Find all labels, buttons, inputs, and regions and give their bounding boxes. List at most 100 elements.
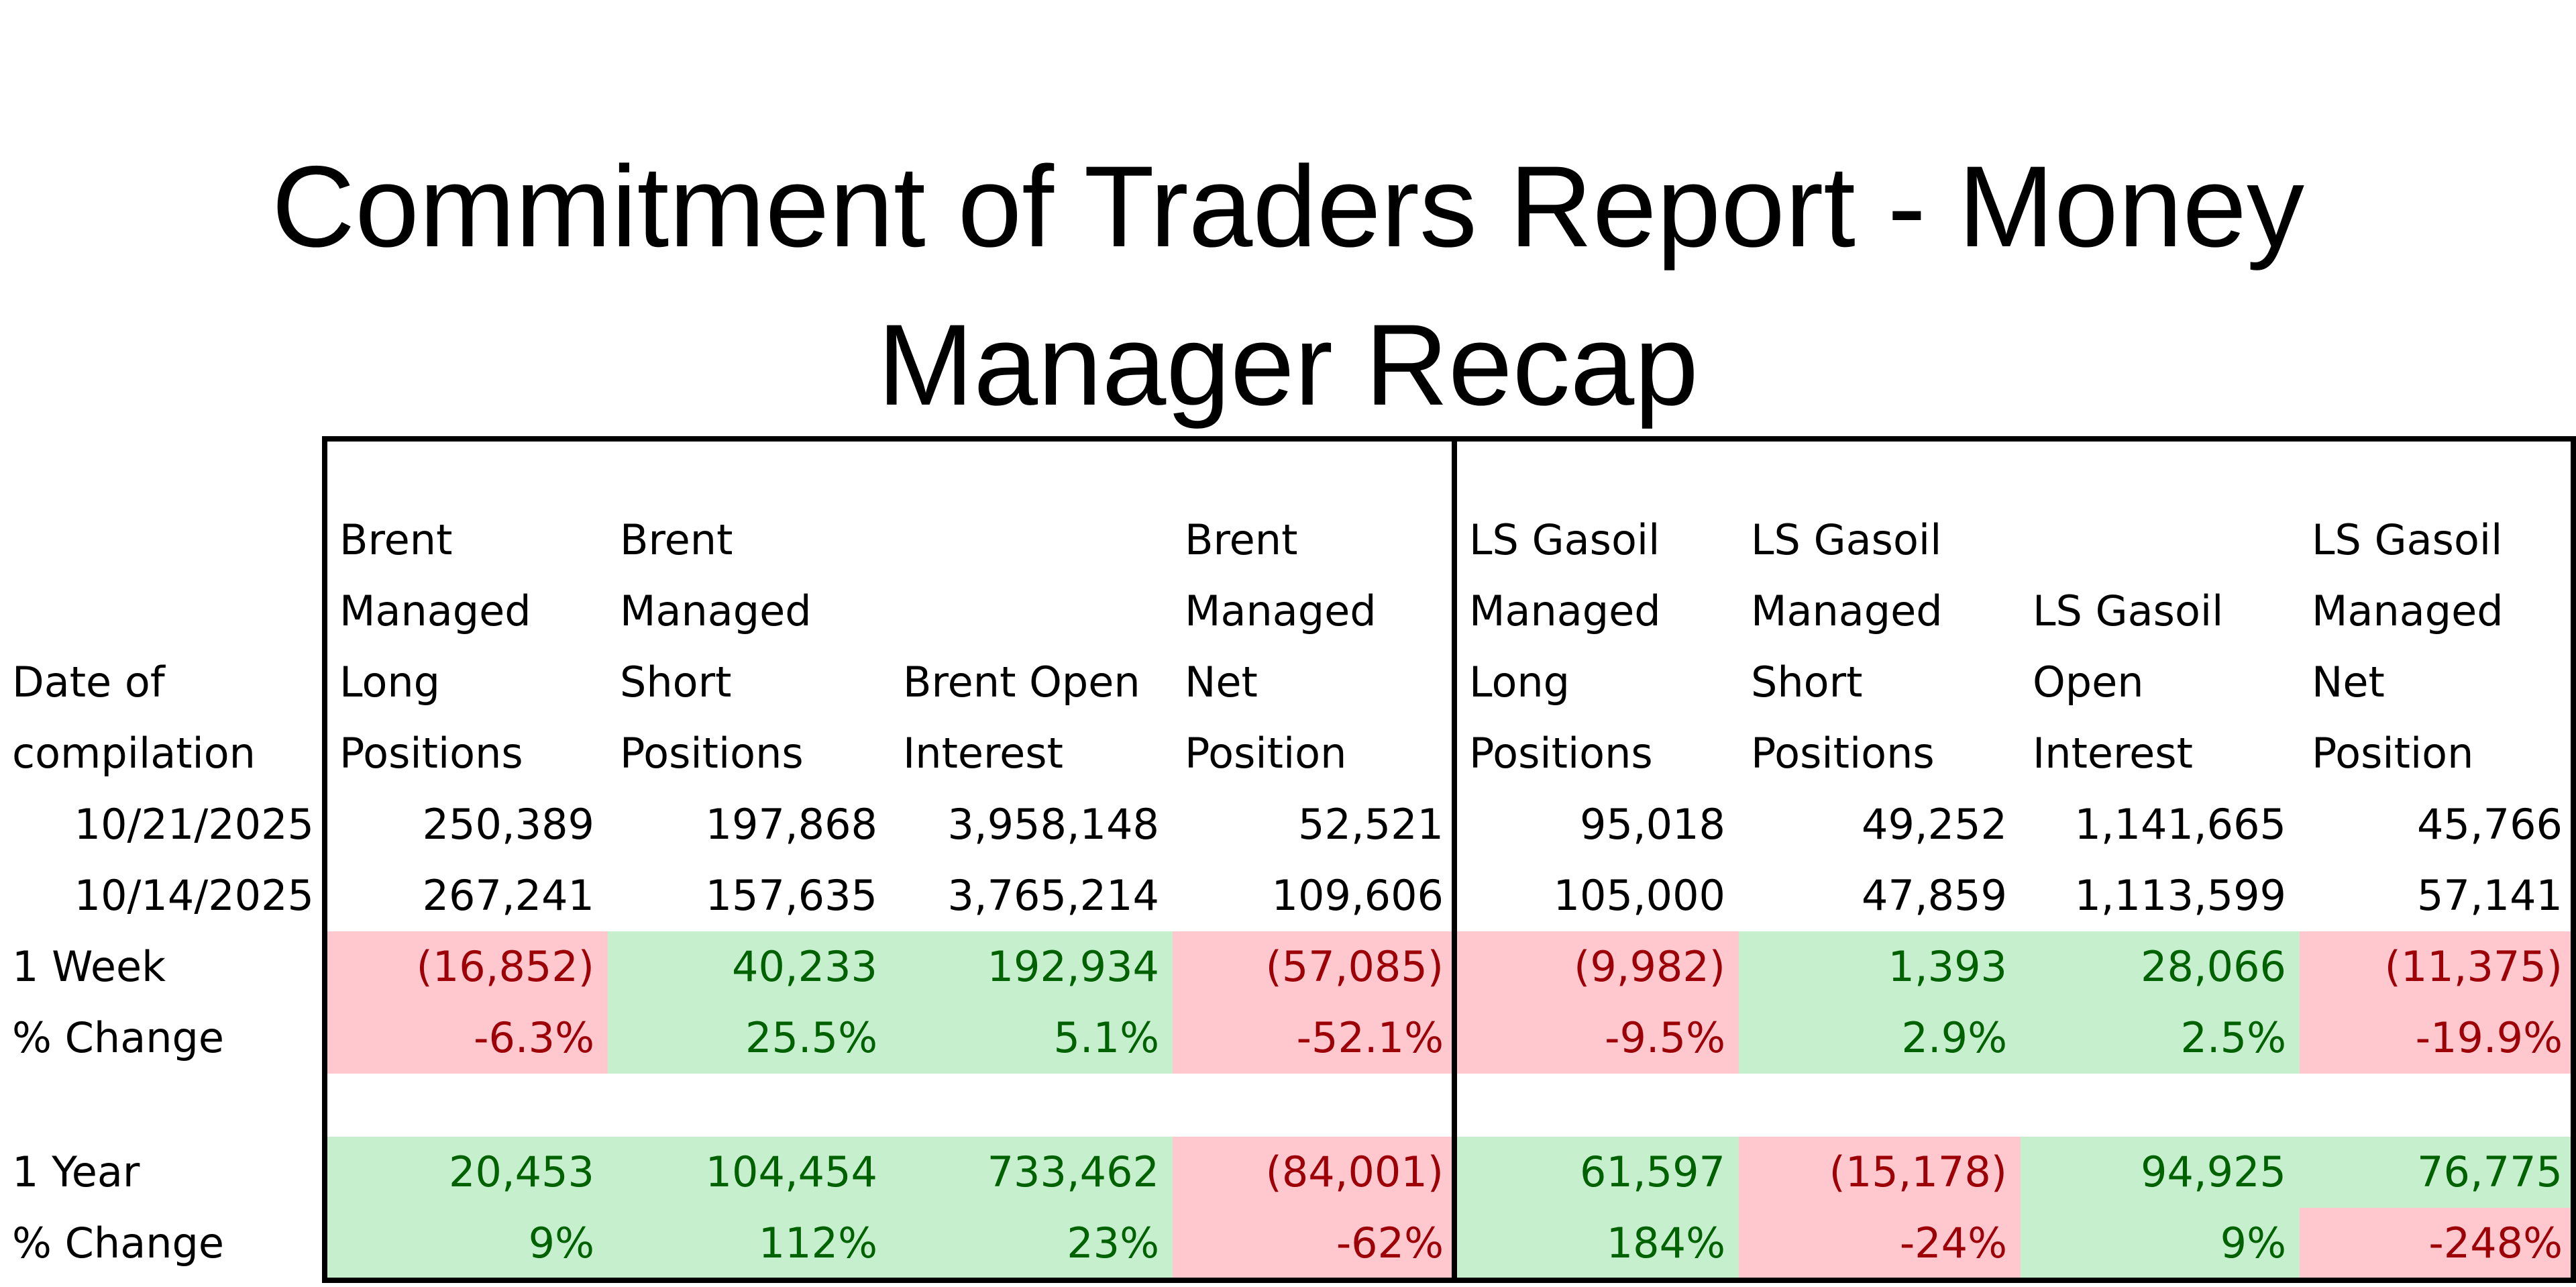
- header-line: Managed: [620, 586, 812, 635]
- header-line: Brent: [620, 515, 733, 564]
- year-pct-date: % Change: [12, 1219, 224, 1268]
- date1-gasoil-oi: 1,141,665: [2074, 800, 2286, 849]
- header-gasoil-long: LS Gasoil Managed Long Positions: [1457, 505, 1739, 789]
- header-brent-oi: Brent Open Interest: [891, 647, 1173, 789]
- header-brent-net: Brent Managed Net Position: [1173, 505, 1457, 789]
- week-pct-gasoil-oi: 2.5%: [2021, 1002, 2300, 1074]
- week-change-gasoil-oi: 28,066: [2021, 931, 2300, 1002]
- week-change-brent-net: (57,085): [1173, 931, 1457, 1002]
- header-line: Position: [2312, 729, 2474, 778]
- header-line: Brent: [339, 515, 453, 564]
- date2-gasoil-short: 47,859: [1862, 871, 2007, 920]
- year-pct-brent-long: 9%: [327, 1208, 608, 1279]
- header-gasoil-oi: LS Gasoil Open Interest: [2021, 576, 2300, 789]
- date1-gasoil-short: 49,252: [1862, 800, 2007, 849]
- header-line: Positions: [1469, 729, 1653, 778]
- header-line: Short: [1751, 658, 1863, 707]
- header-line: Interest: [903, 729, 1063, 778]
- header-line: Open: [2033, 658, 2144, 707]
- header-line: Date of: [12, 658, 165, 707]
- date2-brent-long: 267,241: [422, 871, 594, 920]
- header-line: Managed: [1751, 586, 1943, 635]
- header-line: compilation: [12, 729, 256, 778]
- header-gasoil-net: LS Gasoil Managed Net Position: [2300, 505, 2576, 789]
- header-line: Positions: [339, 729, 523, 778]
- year-pct-gasoil-long: 184%: [1457, 1208, 1739, 1279]
- header-line: Net: [1185, 658, 1258, 707]
- year-change-date: 1 Year: [12, 1147, 140, 1196]
- header-line: LS Gasoil: [2312, 515, 2503, 564]
- header-brent-long: Brent Managed Long Positions: [327, 505, 608, 789]
- week-change-gasoil-short: 1,393: [1739, 931, 2021, 1002]
- year-change-gasoil-long: 61,597: [1457, 1137, 1739, 1208]
- date1-gasoil-long: 95,018: [1580, 800, 1725, 849]
- date1-brent-oi: 3,958,148: [947, 800, 1159, 849]
- year-pct-brent-short: 112%: [608, 1208, 891, 1279]
- year-change-brent-net: (84,001): [1173, 1137, 1457, 1208]
- week-change-gasoil-long: (9,982): [1457, 931, 1739, 1002]
- year-pct-gasoil-oi: 9%: [2021, 1208, 2300, 1279]
- header-line: LS Gasoil: [2033, 586, 2224, 635]
- header-brent-short: Brent Managed Short Positions: [608, 505, 891, 789]
- header-line: Short: [620, 658, 732, 707]
- header-line: Long: [1469, 658, 1570, 707]
- year-change-brent-short: 104,454: [608, 1137, 891, 1208]
- week-change-brent-short: 40,233: [608, 931, 891, 1002]
- date2-date: 10/14/2025: [74, 871, 314, 920]
- date1-gasoil-net: 45,766: [2417, 800, 2563, 849]
- header-line: Brent: [1185, 515, 1298, 564]
- date2-brent-oi: 3,765,214: [947, 871, 1159, 920]
- week-pct-gasoil-net: -19.9%: [2300, 1002, 2576, 1074]
- header-line: Brent Open: [903, 658, 1140, 707]
- week-pct-brent-oi: 5.1%: [891, 1002, 1173, 1074]
- header-line: Positions: [620, 729, 804, 778]
- date1-brent-long: 250,389: [422, 800, 594, 849]
- header-line: Positions: [1751, 729, 1935, 778]
- header-line: LS Gasoil: [1469, 515, 1660, 564]
- year-change-brent-long: 20,453: [327, 1137, 608, 1208]
- header-line: Managed: [1469, 586, 1661, 635]
- date2-brent-short: 157,635: [705, 871, 877, 920]
- header-line: Interest: [2033, 729, 2193, 778]
- title-line-1: Commitment of Traders Report - Money: [271, 142, 2305, 271]
- header-line: Long: [339, 658, 441, 707]
- report-title: Commitment of Traders Report - Money Man…: [0, 127, 2576, 444]
- year-change-gasoil-net: 76,775: [2300, 1137, 2576, 1208]
- year-pct-brent-net: -62%: [1173, 1208, 1457, 1279]
- week-pct-brent-net: -52.1%: [1173, 1002, 1457, 1074]
- year-pct-gasoil-net: -248%: [2300, 1208, 2576, 1279]
- year-change-gasoil-short: (15,178): [1739, 1137, 2021, 1208]
- year-change-gasoil-oi: 94,925: [2021, 1137, 2300, 1208]
- header-date: Date of compilation: [0, 647, 327, 789]
- date1-date: 10/21/2025: [74, 800, 314, 849]
- date2-brent-net: 109,606: [1271, 871, 1444, 920]
- header-line: Position: [1185, 729, 1347, 778]
- week-pct-gasoil-long: -9.5%: [1457, 1002, 1739, 1074]
- week-pct-gasoil-short: 2.9%: [1739, 1002, 2021, 1074]
- year-pct-brent-oi: 23%: [891, 1208, 1173, 1279]
- gasoil-section-frame: [1452, 436, 2576, 1283]
- header-line: Managed: [339, 586, 531, 635]
- week-change-brent-oi: 192,934: [891, 931, 1173, 1002]
- date1-brent-net: 52,521: [1298, 800, 1444, 849]
- date2-gasoil-net: 57,141: [2417, 871, 2563, 920]
- header-line: Managed: [2312, 586, 2504, 635]
- date2-gasoil-long: 105,000: [1553, 871, 1725, 920]
- header-line: Net: [2312, 658, 2385, 707]
- week-pct-brent-short: 25.5%: [608, 1002, 891, 1074]
- header-gasoil-short: LS Gasoil Managed Short Positions: [1739, 505, 2021, 789]
- title-line-2: Manager Recap: [877, 301, 1699, 429]
- date2-gasoil-oi: 1,113,599: [2074, 871, 2286, 920]
- week-pct-brent-long: -6.3%: [327, 1002, 608, 1074]
- brent-section-frame: [322, 436, 1457, 1283]
- week-change-brent-long: (16,852): [327, 931, 608, 1002]
- year-pct-gasoil-short: -24%: [1739, 1208, 2021, 1279]
- year-change-brent-oi: 733,462: [891, 1137, 1173, 1208]
- week-change-date: 1 Week: [12, 942, 166, 991]
- date1-brent-short: 197,868: [705, 800, 877, 849]
- header-line: LS Gasoil: [1751, 515, 1942, 564]
- header-line: Managed: [1185, 586, 1377, 635]
- week-pct-date: % Change: [12, 1013, 224, 1062]
- week-change-gasoil-net: (11,375): [2300, 931, 2576, 1002]
